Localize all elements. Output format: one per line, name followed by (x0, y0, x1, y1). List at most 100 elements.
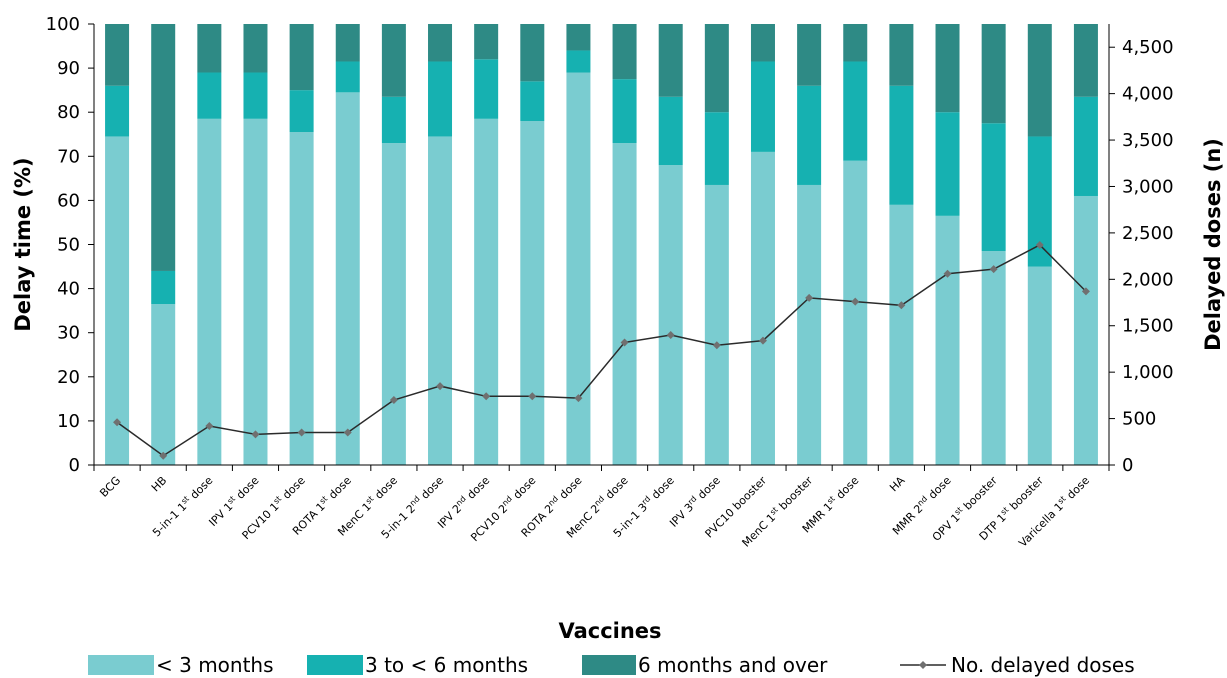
bar-segment-3-8 (428, 24, 453, 62)
delayed-doses-line (116, 244, 1087, 457)
bar-segment-3-1 (105, 24, 130, 86)
bar-segment-1-11 (566, 72, 591, 465)
legend-swatch-2 (307, 655, 363, 675)
bar-segment-1-21 (1027, 266, 1052, 465)
bar-segment-3-12 (612, 24, 637, 80)
delayed-doses-point-18 (897, 301, 906, 310)
legend-label-3: 6 months and over (638, 653, 828, 677)
delayed-doses-point-3 (205, 422, 214, 431)
bar-segment-3-10 (520, 24, 545, 82)
left-tick-label: 90 (57, 58, 80, 79)
right-axis-title: Delayed doses (n) (1201, 138, 1225, 351)
right-tick-label: 1,500 (1122, 316, 1174, 337)
right-tick-label: 4,000 (1122, 84, 1174, 105)
bar-segment-3-2 (151, 24, 176, 271)
left-y-axis: 0 10 20 30 40 50 60 70 80 90 100 (46, 14, 95, 476)
right-tick-label: 0 (1122, 455, 1133, 476)
bar-segment-1-19 (935, 215, 960, 465)
bar-segment-2-10 (520, 81, 545, 122)
category-label: BCG (97, 474, 123, 500)
delayed-doses-point-19 (943, 269, 952, 278)
legend-line-marker (919, 661, 927, 669)
bar-segment-2-1 (105, 85, 130, 137)
right-tick-label: 4,500 (1122, 37, 1174, 58)
right-tick-label: 500 (1122, 409, 1156, 430)
bar-segment-2-14 (704, 112, 729, 185)
delayed-doses-point-9 (482, 392, 491, 401)
category-label: HA (887, 474, 908, 495)
bar-segment-3-7 (381, 24, 406, 97)
bar-segment-1-5 (289, 132, 314, 466)
right-y-axis: 0 500 1,000 1,500 2,000 2,500 3,000 3,500 4,000 4… (1108, 24, 1174, 476)
legend-label-4: No. delayed doses (951, 653, 1135, 677)
delayed-doses-point-14 (712, 341, 721, 350)
category-label: HB (149, 474, 169, 494)
delayed-doses-point-2 (159, 451, 168, 460)
bar-segment-2-19 (935, 112, 960, 216)
bar-segment-3-5 (289, 24, 314, 91)
right-tick-label: 3,500 (1122, 130, 1174, 151)
bar-segment-2-17 (843, 61, 868, 161)
bar-segment-3-14 (704, 24, 729, 113)
bar-segment-2-18 (889, 85, 914, 205)
left-tick-label: 100 (46, 14, 80, 35)
bar-segment-2-2 (151, 270, 176, 305)
legend-swatch-3 (582, 655, 636, 675)
bar-segment-2-13 (658, 96, 683, 166)
left-tick-label: 80 (57, 102, 80, 123)
delayed-doses-point-11 (574, 394, 583, 403)
bar-segment-1-9 (474, 118, 499, 465)
delayed-doses-point-4 (251, 430, 260, 439)
delayed-doses-point-13 (666, 331, 675, 340)
bar-segment-1-17 (843, 160, 868, 465)
bar-segment-1-12 (612, 143, 637, 465)
right-tick-label: 2,000 (1122, 269, 1174, 290)
bar-segment-3-6 (335, 24, 360, 62)
bar-segment-2-8 (428, 61, 453, 137)
bar-segment-2-9 (474, 59, 499, 119)
bar-segment-2-11 (566, 50, 591, 73)
bar-segment-3-11 (566, 24, 591, 51)
bar-segment-1-1 (105, 136, 130, 465)
bar-segment-2-15 (750, 61, 775, 152)
bar-segment-2-12 (612, 79, 637, 144)
bar-segment-1-13 (658, 165, 683, 465)
bar-segment-2-16 (797, 85, 822, 185)
left-tick-label: 10 (57, 411, 80, 432)
legend-label-1: < 3 months (156, 653, 274, 677)
left-tick-label: 40 (57, 279, 80, 300)
bar-segment-2-7 (381, 96, 406, 144)
bar-segment-1-4 (243, 118, 268, 465)
bar-segment-3-13 (658, 24, 683, 97)
bar-segment-2-5 (289, 90, 314, 133)
delayed-doses-point-10 (528, 392, 537, 401)
legend-swatch-1 (88, 655, 154, 675)
delayed-doses-point-17 (851, 297, 860, 306)
delayed-doses-point-12 (620, 338, 629, 347)
bar-segment-3-4 (243, 24, 268, 73)
bar-segment-1-2 (151, 304, 176, 465)
legend: < 3 months 3 to < 6 months 6 months and ov… (88, 653, 1135, 677)
delayed-doses-point-8 (436, 382, 445, 391)
bar-segment-3-22 (1073, 24, 1098, 97)
bar-segment-1-8 (428, 136, 453, 465)
bar-segment-3-19 (935, 24, 960, 113)
delayed-doses-point-1 (113, 418, 122, 427)
bar-segment-1-20 (981, 251, 1006, 465)
x-axis-title: Vaccines (558, 619, 661, 643)
delayed-doses-point-7 (389, 396, 398, 405)
bar-segment-1-6 (335, 92, 360, 465)
left-tick-label: 70 (57, 146, 80, 167)
bar-segment-2-3 (197, 72, 222, 119)
bar-segment-1-18 (889, 204, 914, 465)
plot-area (105, 24, 1098, 466)
bar-segment-3-16 (797, 24, 822, 86)
right-tick-label: 2,500 (1122, 223, 1174, 244)
left-tick-label: 50 (57, 235, 80, 256)
bar-segment-3-20 (981, 24, 1006, 124)
bar-segment-1-3 (197, 118, 222, 465)
bar-segment-1-7 (381, 143, 406, 465)
bar-segment-2-22 (1073, 96, 1098, 196)
